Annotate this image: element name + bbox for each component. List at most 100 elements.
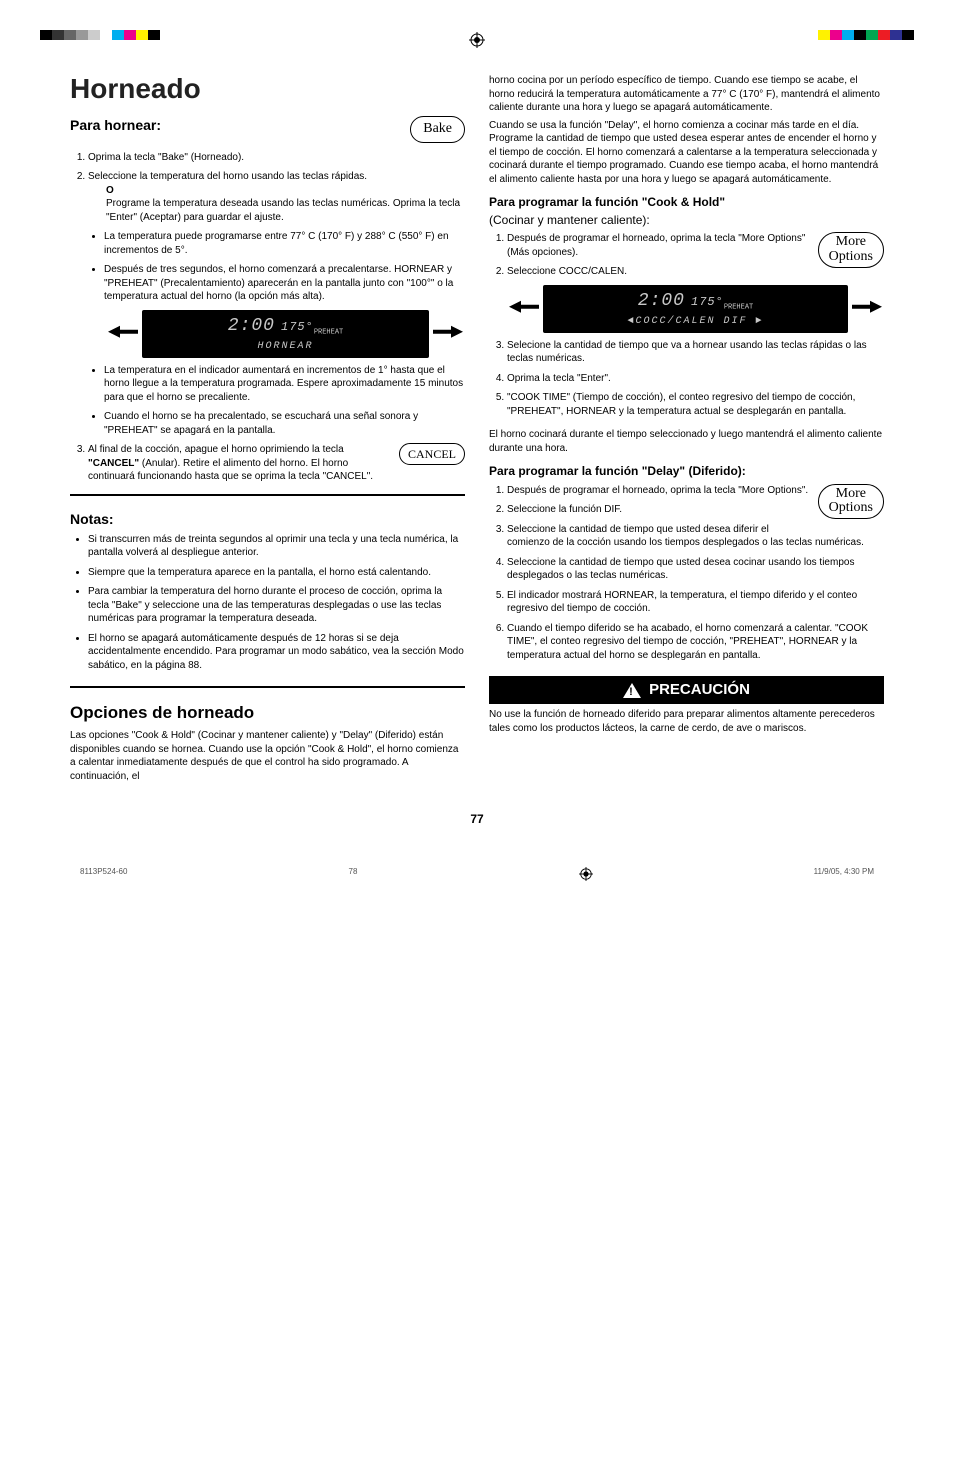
reg-square	[818, 30, 830, 40]
lcd2-sub: PREHEAT	[724, 304, 753, 312]
footer-right: 11/9/05, 4:30 PM	[814, 867, 874, 885]
precaucion-bar: PRECAUCIÓN	[489, 676, 884, 704]
bake-step-2-text: Seleccione la temperatura del horno usan…	[88, 171, 367, 182]
b4: Cuando el horno se ha precalentado, se e…	[104, 410, 465, 437]
para-hornear-heading: Para hornear:	[70, 116, 465, 135]
cancel-button-pill: CANCEL	[399, 443, 465, 465]
arrow-left-icon	[106, 321, 140, 346]
or-block: O Programe la temperatura deseada usando…	[106, 184, 465, 225]
page-title: Horneado	[70, 70, 465, 108]
warning-triangle-icon	[623, 683, 641, 698]
note-1: Si transcurren más de treinta segundos a…	[88, 533, 465, 560]
reg-square	[88, 30, 100, 40]
lcd1-line1: 2:00 175°PREHEAT	[228, 314, 343, 338]
reg-square	[902, 30, 914, 40]
page-number: 77	[70, 811, 884, 827]
ch-step-5: "COOK TIME" (Tiempo de cocción), el cont…	[507, 391, 884, 418]
step2-b2: Después de tres segundos, el horno comen…	[104, 263, 465, 304]
cookhold-heading: Para programar la función "Cook & Hold"	[489, 194, 884, 210]
notes-list: Si transcurren más de treinta segundos a…	[70, 533, 465, 673]
or-text: Programe la temperatura deseada usando l…	[106, 197, 465, 224]
ch-step-2: Seleccione COCC/CALEN. 2:00 175°PREHEAT …	[507, 265, 884, 333]
ch-h-text: Para programar la función "Cook & Hold"	[489, 195, 725, 209]
reg-right	[818, 30, 914, 40]
or-o: O	[106, 184, 465, 198]
crosshair-bottom	[579, 867, 593, 885]
reg-square	[52, 30, 64, 40]
bake-step-1-text: Oprima la tecla "Bake" (Horneado).	[88, 152, 244, 163]
d-step-5: El indicador mostrará HORNEAR, la temper…	[507, 589, 884, 616]
arrow-right-icon	[431, 321, 465, 346]
reg-square	[76, 30, 88, 40]
registration-marks-top	[70, 30, 884, 70]
lcd-panel-2: 2:00 175°PREHEAT ◄COCC/CALEN DIF ►	[507, 285, 884, 333]
reg-square	[136, 30, 148, 40]
delay-heading: Para programar la función "Delay" (Difer…	[489, 463, 884, 479]
ch-step-4: Oprima la tecla "Enter".	[507, 372, 884, 386]
note-4-text: El horno se apagará automáticamente desp…	[88, 633, 464, 671]
lcd1-sub: PREHEAT	[314, 329, 343, 337]
more-options-pill-1: More Options	[818, 232, 884, 267]
reg-square	[40, 30, 52, 40]
reg-square	[64, 30, 76, 40]
opciones-para: Las opciones "Cook & Hold" (Cocinar y ma…	[70, 729, 465, 783]
footer-mid: 78	[349, 867, 358, 885]
lcd2-line2: ◄COCC/CALEN DIF ►	[627, 315, 763, 329]
lcd1-line2: HORNEAR	[257, 340, 313, 354]
precaucion-label: PRECAUCIÓN	[649, 680, 750, 700]
step2-bullets: La temperatura puede programarse entre 7…	[88, 230, 465, 304]
reg-square	[866, 30, 878, 40]
reg-square	[890, 30, 902, 40]
footer-left: 8113P524-60	[80, 867, 127, 885]
reg-square	[830, 30, 842, 40]
d-step-4: Seleccione la cantidad de tiempo que ust…	[507, 556, 884, 583]
reg-left	[40, 30, 160, 40]
lcd-2: 2:00 175°PREHEAT ◄COCC/CALEN DIF ►	[543, 285, 848, 333]
more-options-wrap-2: More Options Después de programar el hor…	[489, 484, 884, 669]
note-4: El horno se apagará automáticamente desp…	[88, 632, 465, 673]
reg-square	[112, 30, 124, 40]
content-columns: Horneado Bake Para hornear: Oprima la te…	[70, 70, 884, 787]
lcd2-line1: 2:00 175°PREHEAT	[638, 289, 753, 313]
reg-square	[854, 30, 866, 40]
left-column: Horneado Bake Para hornear: Oprima la te…	[70, 70, 465, 787]
bake-button-pill: Bake	[410, 116, 465, 143]
lcd-1: 2:00 175°PREHEAT HORNEAR	[142, 310, 429, 358]
step3-b: "CANCEL"	[88, 458, 139, 469]
cookhold-sub: (Cocinar y mantener caliente):	[489, 212, 884, 228]
bake-step-1: Oprima la tecla "Bake" (Horneado).	[88, 151, 465, 165]
bake-steps: Oprima la tecla "Bake" (Horneado). Selec…	[70, 151, 465, 484]
notes-heading: Notas:	[70, 510, 465, 529]
reg-square	[124, 30, 136, 40]
bake-step-2: Seleccione la temperatura del horno usan…	[88, 170, 465, 437]
cont-para-1: horno cocina por un período específico d…	[489, 74, 884, 115]
reg-square	[842, 30, 854, 40]
d-step-6: Cuando el tiempo diferido se ha acabado,…	[507, 622, 884, 663]
arrow-right-icon-2	[850, 297, 884, 322]
arrow-left-icon-2	[507, 297, 541, 322]
lcd1-temp-wrap: 175°PREHEAT	[281, 319, 343, 338]
lcd2-temp-wrap: 175°PREHEAT	[691, 294, 753, 313]
reg-square	[148, 30, 160, 40]
or-o-text: O	[106, 185, 114, 196]
b3: La temperatura en el indicador aumentará…	[104, 364, 465, 405]
print-footer: 8113P524-60 78 11/9/05, 4:30 PM	[70, 867, 884, 885]
ch-sub-text: (Cocinar y mantener caliente):	[489, 213, 650, 227]
cont-para-2: Cuando se usa la función "Delay", el hor…	[489, 119, 884, 187]
lcd2-temp: 175°	[691, 295, 724, 309]
note-3: Para cambiar la temperatura del horno du…	[88, 585, 465, 626]
lcd2-time: 2:00	[638, 289, 685, 313]
ch-after: El horno cocinará durante el tiempo sele…	[489, 428, 884, 455]
lcd-panel-1: 2:00 175°PREHEAT HORNEAR	[106, 310, 465, 358]
crosshair-top	[469, 32, 485, 48]
more-options-pill-2: More Options	[818, 484, 884, 519]
step2-b1: La temperatura puede programarse entre 7…	[104, 230, 465, 257]
lcd1-temp: 175°	[281, 320, 314, 334]
d-step-3: Seleccione la cantidad de tiempo que ust…	[507, 523, 884, 550]
ch-step-3: Selecione la cantidad de tiempo que va a…	[507, 339, 884, 366]
ch2-text: Seleccione COCC/CALEN.	[507, 266, 627, 277]
notes-box: Notas: Si transcurren más de treinta seg…	[70, 494, 465, 688]
right-column: horno cocina por un período específico d…	[489, 70, 884, 787]
para-hornear-header: Bake Para hornear:	[70, 116, 465, 147]
more-options-wrap-1: More Options Después de programar el hor…	[489, 232, 884, 424]
